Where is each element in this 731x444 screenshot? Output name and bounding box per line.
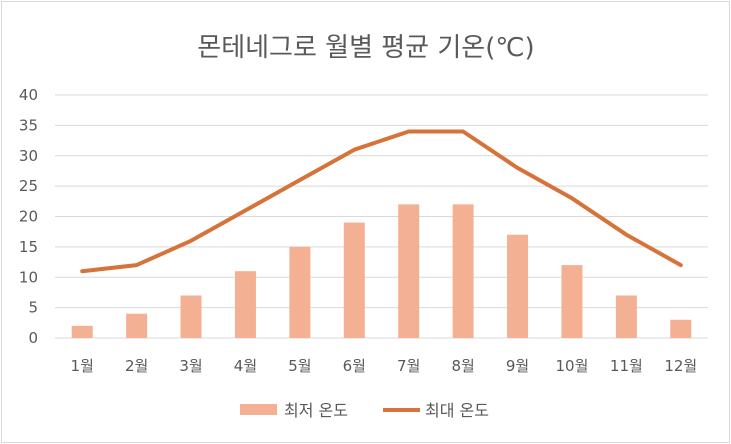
bar-7월 bbox=[398, 204, 420, 338]
y-tick-label: 35 bbox=[19, 116, 38, 134]
x-tick-label: 12월 bbox=[664, 357, 697, 375]
bar-4월 bbox=[234, 271, 256, 338]
y-tick-label: 10 bbox=[19, 268, 38, 286]
line-max-temp bbox=[80, 129, 683, 274]
x-tick-label: 5월 bbox=[288, 357, 311, 375]
bar-6월 bbox=[343, 222, 365, 338]
y-tick-label: 40 bbox=[19, 86, 38, 104]
bar-1월 bbox=[71, 325, 93, 338]
y-tick-label: 0 bbox=[28, 329, 38, 347]
x-tick-label: 8월 bbox=[451, 357, 474, 375]
x-tick-label: 7월 bbox=[397, 357, 420, 375]
bar-12월 bbox=[670, 319, 692, 338]
y-tick-label: 15 bbox=[19, 238, 38, 256]
x-tick-label: 4월 bbox=[234, 357, 257, 375]
bar-10월 bbox=[561, 265, 583, 338]
x-tick-label: 3월 bbox=[179, 357, 202, 375]
y-tick-label: 20 bbox=[19, 208, 38, 226]
bar-3월 bbox=[180, 295, 202, 338]
x-tick-label: 9월 bbox=[506, 357, 529, 375]
max-temp-line bbox=[80, 129, 683, 274]
bar-5월 bbox=[289, 246, 311, 338]
y-tick-label: 30 bbox=[19, 147, 38, 165]
bars-min-temp bbox=[71, 204, 692, 338]
x-tick-label: 10월 bbox=[556, 357, 589, 375]
gridlines bbox=[55, 94, 708, 339]
y-axis-ticks: 0 5 10 15 20 25 30 35 40 bbox=[19, 86, 38, 347]
x-tick-label: 2월 bbox=[125, 357, 148, 375]
bar-2월 bbox=[126, 313, 148, 338]
legend-label-min-temp: 최저 온도 bbox=[284, 401, 348, 420]
legend-swatch-min-temp bbox=[240, 404, 277, 415]
y-tick-label: 5 bbox=[28, 299, 38, 317]
bar-11월 bbox=[615, 295, 637, 338]
y-tick-label: 25 bbox=[19, 177, 38, 195]
legend: 최저 온도 최대 온도 bbox=[240, 401, 489, 420]
x-axis-ticks: 1월 2월 3월 4월 5월 6월 7월 8월 9월 10월 11월 12월 bbox=[71, 357, 698, 375]
x-tick-label: 6월 bbox=[343, 357, 366, 375]
chart-title: 몬테네그로 월별 평균 기온(℃) bbox=[197, 33, 534, 63]
bar-8월 bbox=[452, 204, 474, 338]
x-tick-label: 1월 bbox=[71, 357, 94, 375]
legend-label-max-temp: 최대 온도 bbox=[425, 401, 489, 420]
bar-9월 bbox=[507, 234, 529, 338]
x-tick-label: 11월 bbox=[610, 357, 643, 375]
